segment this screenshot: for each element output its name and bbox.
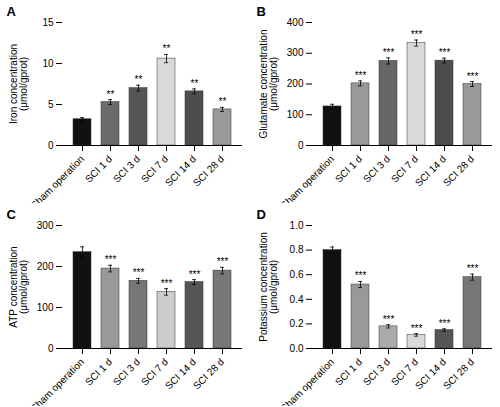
svg-text:***: *** bbox=[217, 256, 229, 267]
svg-text:**: ** bbox=[107, 89, 115, 100]
svg-text:0.6: 0.6 bbox=[290, 269, 304, 280]
svg-text:A: A bbox=[7, 4, 17, 19]
svg-text:0: 0 bbox=[48, 343, 54, 354]
svg-text:SCI 28 d: SCI 28 d bbox=[441, 356, 476, 391]
svg-text:***: *** bbox=[439, 47, 451, 58]
svg-text:SCI 3 d: SCI 3 d bbox=[111, 153, 142, 184]
svg-text:***: *** bbox=[439, 318, 451, 329]
svg-text:**: ** bbox=[219, 96, 227, 107]
svg-text:SCI 3 d: SCI 3 d bbox=[111, 356, 142, 387]
svg-text:SCI 1 d: SCI 1 d bbox=[83, 153, 114, 184]
svg-text:***: *** bbox=[161, 278, 173, 289]
svg-text:1.0: 1.0 bbox=[290, 220, 304, 231]
svg-text:***: *** bbox=[383, 314, 395, 325]
svg-text:***: *** bbox=[411, 29, 423, 40]
svg-text:**: ** bbox=[191, 78, 199, 89]
svg-text:300: 300 bbox=[37, 220, 54, 231]
svg-text:**: ** bbox=[163, 43, 171, 54]
svg-text:Sham operation: Sham operation bbox=[28, 153, 86, 203]
svg-text:0.4: 0.4 bbox=[290, 294, 304, 305]
svg-text:B: B bbox=[257, 4, 266, 19]
svg-text:400: 400 bbox=[287, 17, 304, 28]
svg-text:SCI 14 d: SCI 14 d bbox=[162, 153, 199, 189]
svg-text:300: 300 bbox=[287, 47, 304, 58]
svg-text:SCI 7 d: SCI 7 d bbox=[388, 356, 421, 388]
svg-text:SCI 14 d: SCI 14 d bbox=[412, 356, 449, 392]
svg-text:15: 15 bbox=[42, 17, 54, 28]
svg-text:SCI 1 d: SCI 1 d bbox=[333, 356, 364, 387]
svg-text:SCI 28 d: SCI 28 d bbox=[441, 153, 476, 188]
svg-text:SCI 3 d: SCI 3 d bbox=[361, 356, 392, 387]
svg-text:***: *** bbox=[383, 47, 395, 58]
svg-text:**: ** bbox=[135, 74, 143, 85]
svg-text:5: 5 bbox=[48, 99, 54, 110]
svg-text:***: *** bbox=[411, 323, 423, 334]
svg-text:0: 0 bbox=[298, 140, 304, 151]
svg-text:SCI 7 d: SCI 7 d bbox=[138, 356, 171, 388]
svg-text:***: *** bbox=[467, 71, 479, 82]
svg-text:100: 100 bbox=[37, 302, 54, 313]
svg-text:SCI 3 d: SCI 3 d bbox=[361, 153, 392, 184]
svg-text:SCI 28 d: SCI 28 d bbox=[191, 153, 226, 188]
svg-text:***: *** bbox=[355, 70, 367, 81]
svg-text:100: 100 bbox=[287, 109, 304, 120]
svg-text:0: 0 bbox=[48, 140, 54, 151]
svg-text:***: *** bbox=[105, 254, 117, 265]
svg-text:SCI 14 d: SCI 14 d bbox=[412, 153, 449, 189]
svg-text:0.2: 0.2 bbox=[290, 318, 304, 329]
svg-text:0.8: 0.8 bbox=[290, 244, 304, 255]
svg-text:0.0: 0.0 bbox=[290, 343, 304, 354]
svg-text:D: D bbox=[257, 207, 266, 222]
svg-text:SCI 28 d: SCI 28 d bbox=[191, 356, 226, 391]
svg-text:SCI 1 d: SCI 1 d bbox=[83, 356, 114, 387]
svg-text:200: 200 bbox=[287, 78, 304, 89]
svg-text:Sham operation: Sham operation bbox=[278, 356, 336, 406]
svg-text:SCI 7 d: SCI 7 d bbox=[388, 153, 421, 185]
svg-text:***: *** bbox=[189, 269, 201, 280]
svg-text:SCI 14 d: SCI 14 d bbox=[162, 356, 199, 392]
svg-text:SCI 1 d: SCI 1 d bbox=[333, 153, 364, 184]
svg-text:***: *** bbox=[133, 267, 145, 278]
svg-text:Glutamate concentration(μmol/g: Glutamate concentration(μmol/gprot) bbox=[258, 30, 279, 139]
svg-text:SCI 7 d: SCI 7 d bbox=[138, 153, 171, 185]
svg-text:10: 10 bbox=[42, 58, 54, 69]
svg-text:***: *** bbox=[355, 270, 367, 281]
svg-text:ATP concentration(μmol/gprot): ATP concentration(μmol/gprot) bbox=[8, 246, 29, 327]
svg-text:Sham operation: Sham operation bbox=[28, 356, 86, 406]
svg-text:200: 200 bbox=[37, 261, 54, 272]
svg-text:Iron concentration(μmol/gprot): Iron concentration(μmol/gprot) bbox=[8, 44, 29, 124]
svg-text:C: C bbox=[7, 207, 17, 222]
svg-text:Sham operation: Sham operation bbox=[278, 153, 336, 203]
svg-text:Potassium concentration(μmol/g: Potassium concentration(μmol/gprot) bbox=[258, 232, 279, 342]
svg-text:***: *** bbox=[467, 263, 479, 274]
